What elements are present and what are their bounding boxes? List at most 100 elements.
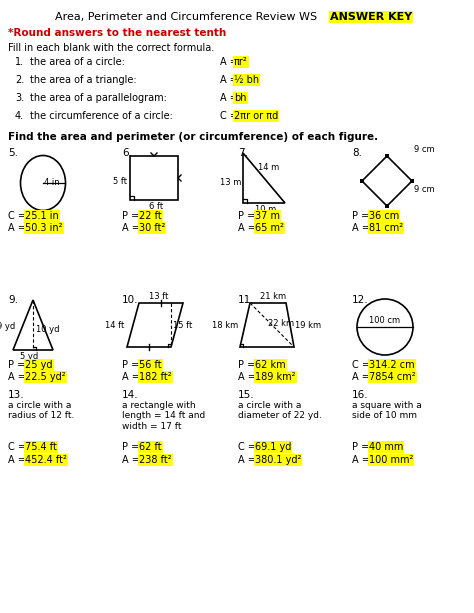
Text: 10 m: 10 m [255, 205, 276, 214]
Text: *Round answers to the nearest tenth: *Round answers to the nearest tenth [8, 28, 226, 38]
Text: P =: P = [238, 211, 258, 221]
Text: 5.: 5. [8, 148, 18, 158]
Text: 69.1 yd: 69.1 yd [255, 442, 292, 452]
Text: the area of a triangle:: the area of a triangle: [30, 75, 137, 85]
Text: A =: A = [220, 93, 241, 103]
Text: A =: A = [238, 372, 259, 382]
Text: 62 ft: 62 ft [139, 442, 162, 452]
Text: 75.4 ft: 75.4 ft [25, 442, 57, 452]
Text: A =: A = [352, 372, 373, 382]
Text: P =: P = [238, 360, 258, 370]
Text: P =: P = [122, 360, 142, 370]
Text: 30 ft²: 30 ft² [139, 223, 165, 233]
Text: A =: A = [220, 57, 241, 67]
Text: 40 mm: 40 mm [369, 442, 403, 452]
Bar [130, 156, 178, 200]
Text: bh: bh [234, 93, 246, 103]
Text: 22 km: 22 km [268, 319, 294, 327]
Text: 6.: 6. [122, 148, 132, 158]
Text: 7854 cm²: 7854 cm² [369, 372, 416, 382]
Text: C =: C = [220, 111, 241, 121]
Text: 25.1 in: 25.1 in [25, 211, 59, 221]
Text: Fill in each blank with the correct formula.: Fill in each blank with the correct form… [8, 43, 214, 53]
Text: P =: P = [8, 360, 28, 370]
Text: 19 km: 19 km [295, 321, 321, 330]
Text: 9.: 9. [8, 295, 18, 305]
Text: 452.4 ft²: 452.4 ft² [25, 455, 67, 465]
Text: 189 km²: 189 km² [255, 372, 295, 382]
Text: 14 m: 14 m [258, 163, 279, 172]
Text: 4.: 4. [15, 111, 24, 121]
Text: 7.: 7. [238, 148, 248, 158]
Text: 9 cm: 9 cm [414, 145, 435, 154]
Text: 314.2 cm: 314.2 cm [369, 360, 415, 370]
Text: 16.: 16. [352, 390, 369, 400]
Text: a rectangle with
length = 14 ft and
width = 17 ft: a rectangle with length = 14 ft and widt… [122, 401, 205, 431]
Text: A =: A = [352, 455, 373, 465]
Text: a circle with a
diameter of 22 yd.: a circle with a diameter of 22 yd. [238, 401, 322, 421]
Text: 21 km: 21 km [260, 292, 286, 301]
Text: 25 yd: 25 yd [25, 360, 53, 370]
Text: C =: C = [352, 360, 373, 370]
Text: A =: A = [8, 455, 29, 465]
Text: 12.: 12. [352, 295, 369, 305]
Text: 182 ft²: 182 ft² [139, 372, 172, 382]
Text: 380.1 yd²: 380.1 yd² [255, 455, 301, 465]
Text: 6 ft: 6 ft [149, 202, 163, 211]
Text: P =: P = [122, 442, 142, 452]
Text: A =: A = [8, 372, 29, 382]
Text: the area of a circle:: the area of a circle: [30, 57, 125, 67]
Text: 1.: 1. [15, 57, 24, 67]
Text: 13 m: 13 m [219, 178, 241, 187]
Text: A =: A = [122, 223, 143, 233]
Text: 5 ft: 5 ft [113, 177, 127, 186]
Text: C =: C = [8, 211, 29, 221]
Text: 10.: 10. [122, 295, 138, 305]
Text: 15.: 15. [238, 390, 255, 400]
Text: 18 km: 18 km [212, 321, 238, 330]
Text: 14 ft: 14 ft [105, 321, 124, 330]
Text: 81 cm²: 81 cm² [369, 223, 403, 233]
Text: 2πr or πd: 2πr or πd [234, 111, 278, 121]
Text: 36 cm: 36 cm [369, 211, 399, 221]
Text: 62 km: 62 km [255, 360, 286, 370]
Text: 238 ft²: 238 ft² [139, 455, 172, 465]
Text: 8.: 8. [352, 148, 362, 158]
Text: 9 cm: 9 cm [414, 185, 435, 194]
Text: 100 cm: 100 cm [369, 316, 400, 325]
Text: A =: A = [8, 223, 29, 233]
Text: 50.3 in²: 50.3 in² [25, 223, 63, 233]
Text: 22.5 yd²: 22.5 yd² [25, 372, 65, 382]
Text: a circle with a
radius of 12 ft.: a circle with a radius of 12 ft. [8, 401, 74, 421]
Text: 3.: 3. [15, 93, 24, 103]
Text: a square with a
side of 10 mm: a square with a side of 10 mm [352, 401, 422, 421]
Text: 65 m²: 65 m² [255, 223, 284, 233]
Text: 22 ft: 22 ft [139, 211, 162, 221]
Text: 14.: 14. [122, 390, 138, 400]
Text: 13 ft: 13 ft [149, 292, 168, 301]
Text: P =: P = [352, 211, 373, 221]
Text: C =: C = [238, 442, 259, 452]
Text: Find the area and perimeter (or circumference) of each figure.: Find the area and perimeter (or circumfe… [8, 132, 378, 142]
Text: ANSWER KEY: ANSWER KEY [330, 12, 412, 22]
Text: 10 yd: 10 yd [36, 325, 60, 334]
Text: A =: A = [352, 223, 373, 233]
Text: the circumference of a circle:: the circumference of a circle: [30, 111, 173, 121]
Text: 56 ft: 56 ft [139, 360, 162, 370]
Text: 9 yd: 9 yd [0, 322, 15, 331]
Text: 100 mm²: 100 mm² [369, 455, 413, 465]
Text: 4 in: 4 in [44, 178, 60, 187]
Text: 37 m: 37 m [255, 211, 280, 221]
Text: 2.: 2. [15, 75, 24, 85]
Text: P =: P = [352, 442, 373, 452]
Text: 15 ft: 15 ft [173, 321, 192, 330]
Text: ½ bh: ½ bh [234, 75, 259, 85]
Text: πr²: πr² [234, 57, 248, 67]
Text: Area, Perimeter and Circumference Review WS: Area, Perimeter and Circumference Review… [55, 12, 320, 22]
Text: the area of a parallelogram:: the area of a parallelogram: [30, 93, 167, 103]
Text: A =: A = [238, 223, 259, 233]
Text: A =: A = [238, 455, 259, 465]
Text: 5 yd: 5 yd [20, 352, 38, 361]
Text: C =: C = [8, 442, 29, 452]
Text: 13.: 13. [8, 390, 25, 400]
